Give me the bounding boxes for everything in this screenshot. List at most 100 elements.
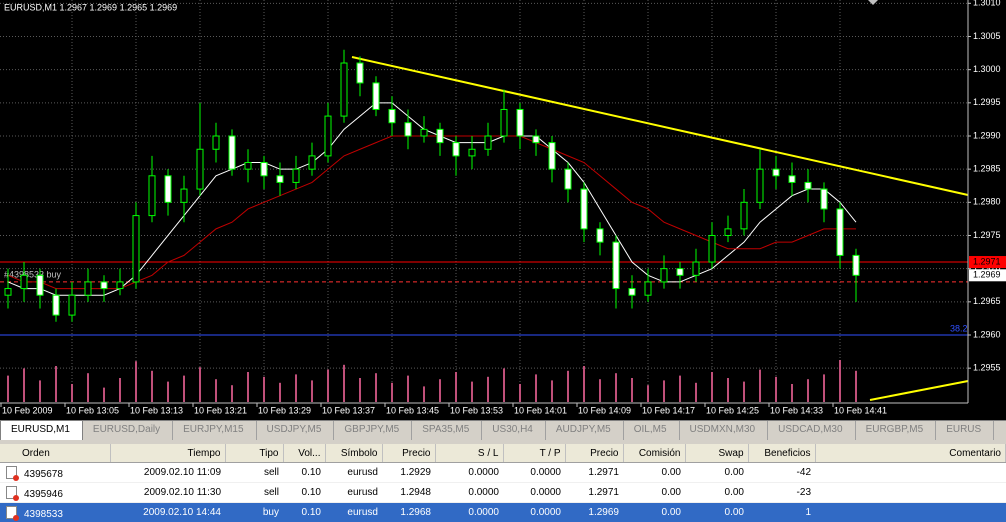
order-cell: 0.0000 xyxy=(503,502,565,522)
x-tick-label: 10 Feb 13:13 xyxy=(130,405,183,415)
column-header[interactable]: Tipo xyxy=(225,444,284,463)
order-cell: eurusd xyxy=(325,502,382,522)
chart-tab[interactable]: EURUSD,M1 xyxy=(0,421,83,440)
chart-tab[interactable]: US30,H4 xyxy=(482,421,546,440)
candle-body xyxy=(372,82,380,110)
candle-body xyxy=(740,201,748,230)
order-row[interactable]: 4395678 2009.02.10 11:09 sell 0.10 eurusd 1.2… xyxy=(0,462,1006,483)
comment-cell xyxy=(815,462,1006,483)
x-tick-label: 10 Feb 14:09 xyxy=(578,405,631,415)
column-header[interactable]: Orden xyxy=(0,444,111,463)
order-row[interactable]: 4395946 2009.02.10 11:30 sell 0.10 eurusd 1.2… xyxy=(0,482,1006,503)
x-tick-label: 10 Feb 13:21 xyxy=(194,405,247,415)
order-cell: 0.00 xyxy=(623,482,685,503)
x-tick-label: 10 Feb 13:45 xyxy=(386,405,439,415)
candle-body xyxy=(612,241,620,290)
candle-body xyxy=(724,228,732,236)
candle-body xyxy=(212,135,220,150)
candle-body xyxy=(596,228,604,243)
chart-tab[interactable]: AUDJPY,M5 xyxy=(546,421,624,440)
column-header[interactable]: Vol... xyxy=(283,444,326,463)
candle-body xyxy=(628,288,636,296)
level-value: 1.2971 xyxy=(973,256,1001,266)
order-cell: sell xyxy=(225,462,283,483)
order-cell: eurusd xyxy=(325,482,382,503)
x-tick-label: 10 Feb 13:53 xyxy=(450,405,503,415)
y-tick-label: 1.2960 xyxy=(973,329,1001,339)
bid-box xyxy=(969,269,1006,282)
candle-body xyxy=(20,274,28,290)
y-tick-label: 1.2985 xyxy=(973,164,1001,174)
column-header[interactable]: Tiempo xyxy=(110,444,226,463)
order-cell: 1.2971 xyxy=(565,482,623,503)
y-tick-label: 1.2990 xyxy=(973,130,1001,140)
order-row[interactable]: 4398533 2009.02.10 14:44 buy 0.10 eurusd 1.29… xyxy=(0,502,1006,522)
candle-body xyxy=(340,62,348,117)
chart-tab[interactable]: EURGBP,M5 xyxy=(856,421,937,440)
column-header[interactable]: Comentario xyxy=(815,444,1006,463)
candle-body xyxy=(244,162,252,170)
candle-body xyxy=(84,281,92,296)
candle-body xyxy=(116,281,124,290)
order-cell: 2009.02.10 11:09 xyxy=(110,462,225,483)
y-tick-label: 1.3005 xyxy=(973,31,1001,41)
order-cell: 1.2948 xyxy=(382,482,435,503)
order-cell: 0.00 xyxy=(623,502,685,522)
order-cell: 4395946 xyxy=(0,482,110,503)
x-tick-label: 10 Feb 13:37 xyxy=(322,405,375,415)
candle-body xyxy=(708,234,716,263)
chart-tab[interactable]: SPA35,M5 xyxy=(412,421,483,440)
x-tick-label: 10 Feb 14:33 xyxy=(770,405,823,415)
chart-tab[interactable]: GBPJPY,M5 xyxy=(334,421,413,440)
candle-body xyxy=(852,254,860,276)
order-cell: 0.00 xyxy=(685,482,748,503)
trend-line xyxy=(869,380,969,401)
order-cell: eurusd xyxy=(325,462,382,483)
y-tick-label: 1.3010 xyxy=(973,0,1001,8)
chart-tab[interactable]: EURUS xyxy=(936,421,995,440)
candle-body xyxy=(484,135,492,150)
order-cell: 0.10 xyxy=(283,462,325,483)
comment-cell xyxy=(815,502,1006,522)
column-header[interactable]: Precio xyxy=(382,444,436,463)
order-id: 4395678 xyxy=(24,468,63,480)
chart-tab[interactable]: USDCAD,M30 xyxy=(768,421,856,440)
chart-tab[interactable]: USDMXN,M30 xyxy=(680,421,769,440)
chart-tab[interactable]: EURUSD,Daily xyxy=(83,421,174,440)
order-cell: -42 xyxy=(748,462,815,483)
order-cell: 0.0000 xyxy=(503,462,565,483)
candle-body xyxy=(180,188,188,203)
chart-tab[interactable]: EURJPY,M15 xyxy=(173,421,257,440)
column-header[interactable]: Precio xyxy=(565,444,624,463)
chart-tab[interactable]: OIL,M5 xyxy=(624,421,680,440)
candle-body xyxy=(564,168,572,190)
chart-tabs: EURUSD,M1 EURUSD,Daily EURJPY,M15 USDJPY,M5… xyxy=(0,420,1006,440)
column-header[interactable]: T / P xyxy=(503,444,566,463)
candle-body xyxy=(692,261,700,276)
candle-body xyxy=(676,268,684,276)
level-label: 38.2 xyxy=(950,323,968,333)
column-header[interactable]: Swap xyxy=(685,444,749,463)
column-header[interactable]: Símbolo xyxy=(325,444,383,463)
order-cell: 2009.02.10 14:44 xyxy=(110,502,225,522)
x-tick-label: 10 Feb 13:05 xyxy=(66,405,119,415)
order-cell: 1.2969 xyxy=(565,502,623,522)
candle-body xyxy=(100,281,108,290)
y-tick-label: 1.2980 xyxy=(973,197,1001,207)
order-id: 4398533 xyxy=(24,508,63,520)
candle-body xyxy=(404,122,412,137)
column-header[interactable]: Beneficios xyxy=(748,444,816,463)
order-cell: 0.10 xyxy=(283,502,325,522)
order-cell: 4395678 xyxy=(0,462,110,483)
x-tick-label: 10 Feb 14:41 xyxy=(834,405,887,415)
column-header[interactable]: Comisión xyxy=(623,444,686,463)
column-header[interactable]: S / L xyxy=(435,444,504,463)
chart-tab[interactable]: USDJPY,M5 xyxy=(257,421,335,440)
x-tick-label: 10 Feb 13:29 xyxy=(258,405,311,415)
y-tick-label: 1.3000 xyxy=(973,64,1001,74)
candle-body xyxy=(260,162,268,177)
candle-body xyxy=(164,175,172,203)
